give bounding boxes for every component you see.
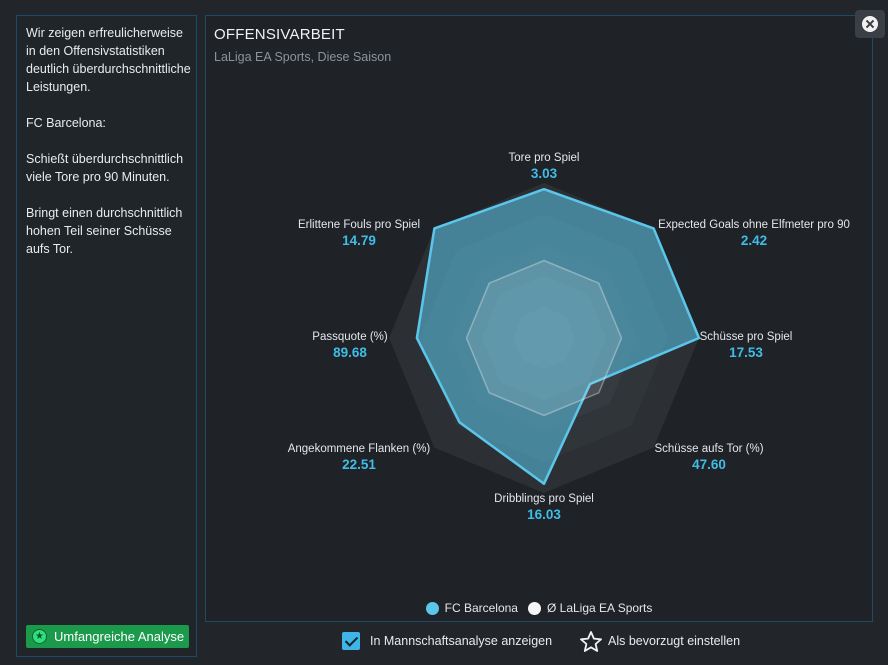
full-analysis-label: Umfangreiche Analyse — [54, 629, 185, 644]
axis-label: Dribblings pro Spiel — [494, 493, 594, 505]
close-button[interactable] — [855, 10, 885, 38]
axis-label: Schüsse aufs Tor (%) — [654, 443, 763, 455]
axis-value: 14.79 — [342, 233, 376, 248]
insight-panel: Wir zeigen erfreulicherweise in den Offe… — [16, 15, 197, 657]
favorite-label[interactable]: Als bevorzugt einstellen — [608, 634, 741, 648]
team-analysis-checkbox[interactable] — [342, 632, 360, 650]
legend-item-league: Ø LaLiga EA Sports — [527, 601, 653, 615]
panel-title: OFFENSIVARBEIT — [214, 26, 345, 43]
analysis-star-icon — [32, 629, 47, 644]
axis-label: Angekommene Flanken (%) — [288, 443, 431, 455]
axis-label: Expected Goals ohne Elfmeter pro 90 — [658, 219, 850, 231]
full-analysis-button[interactable]: Umfangreiche Analyse — [26, 625, 189, 648]
axis-label: Schüsse pro Spiel — [700, 331, 793, 343]
axis-value: 16.03 — [527, 507, 561, 522]
team-polygon — [415, 187, 701, 485]
favorite-star-icon[interactable] — [579, 630, 603, 654]
axis-value: 2.42 — [741, 233, 767, 248]
axis-value: 47.60 — [692, 457, 726, 472]
chart-panel: OFFENSIVARBEIT LaLiga EA Sports, Diese S… — [205, 15, 873, 622]
axis-value: 3.03 — [531, 166, 558, 181]
radar-series — [415, 187, 701, 485]
team-color-dot — [425, 601, 439, 615]
axis-value: 22.51 — [342, 457, 376, 472]
axis-label: Erlittene Fouls pro Spiel — [298, 219, 420, 231]
axis-value: 89.68 — [333, 345, 367, 360]
legend-team-label: FC Barcelona — [444, 601, 518, 615]
axis-value: 17.53 — [729, 345, 763, 360]
legend-item-team: FC Barcelona — [425, 601, 518, 615]
radar-axis-labels: Tore pro Spiel 3.03 Expected Goals ohne El… — [288, 152, 850, 522]
team-analysis-checkbox-label[interactable]: In Mannschaftsanalyse anzeigen — [370, 634, 553, 648]
chart-legend: FC Barcelona Ø LaLiga EA Sports — [206, 599, 872, 617]
radar-chart: Tore pro Spiel 3.03 Expected Goals ohne El… — [288, 152, 850, 522]
footer-bar: In Mannschaftsanalyse anzeigen Als bevor… — [205, 628, 873, 656]
close-icon — [862, 16, 878, 32]
insight-text: Wir zeigen erfreulicherweise in den Offe… — [26, 26, 191, 256]
panel-subtitle: LaLiga EA Sports, Diese Saison — [214, 50, 392, 64]
axis-label: Tore pro Spiel — [509, 152, 580, 164]
legend-league-label: Ø LaLiga EA Sports — [546, 601, 653, 615]
league-average-polygon — [465, 259, 623, 417]
axis-label: Passquote (%) — [312, 331, 388, 343]
league-color-dot — [527, 601, 541, 615]
